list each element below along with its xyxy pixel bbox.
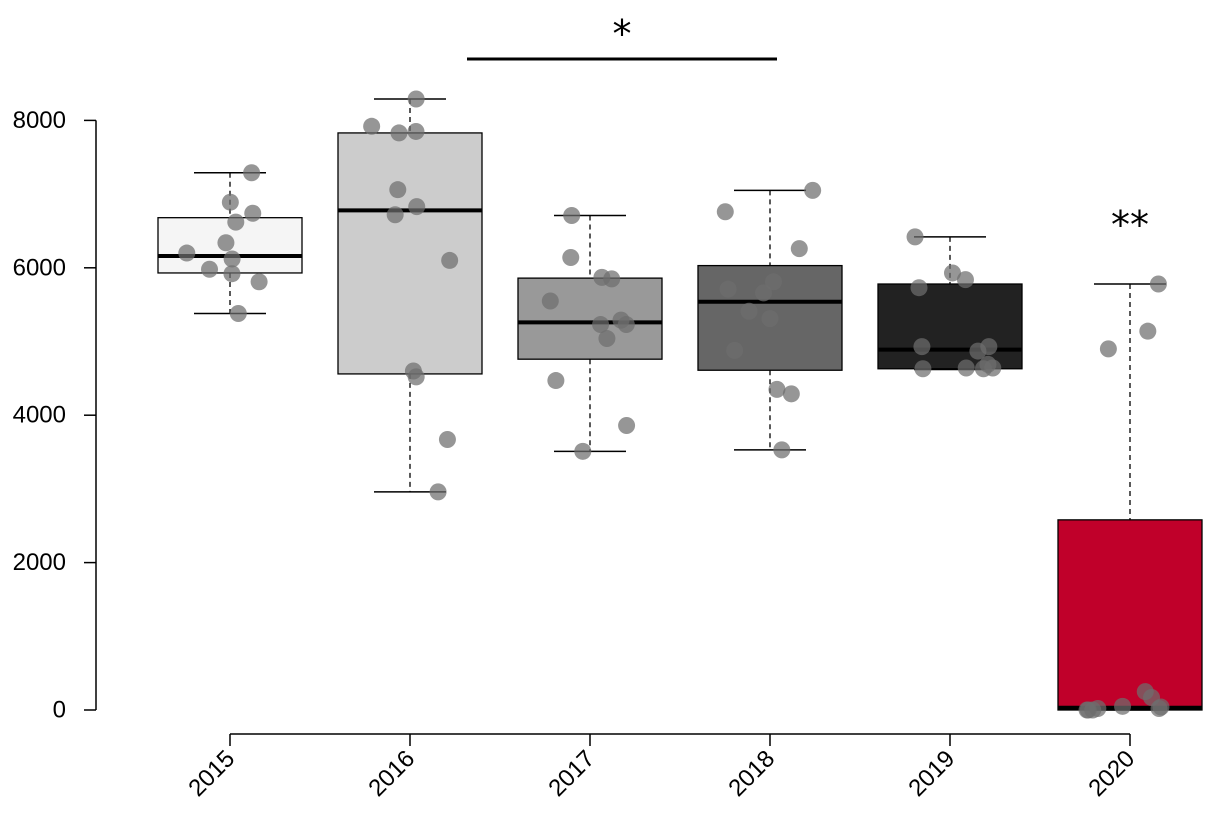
data-point bbox=[1149, 275, 1167, 293]
y-axis: 0 2000 4000 6000 8000 bbox=[13, 107, 97, 724]
data-point bbox=[726, 341, 744, 359]
box-2020 bbox=[1057, 283, 1203, 711]
data-point bbox=[389, 181, 407, 199]
data-point bbox=[562, 248, 580, 266]
data-point bbox=[201, 260, 219, 278]
data-point bbox=[764, 273, 782, 291]
data-point bbox=[782, 385, 800, 403]
data-point bbox=[227, 213, 245, 231]
x-tick-label: 2015 bbox=[183, 745, 240, 802]
data-point bbox=[716, 203, 734, 221]
data-point bbox=[1114, 697, 1132, 715]
data-point bbox=[541, 292, 559, 310]
data-point bbox=[408, 198, 426, 216]
data-point bbox=[429, 483, 447, 501]
data-point bbox=[223, 265, 241, 283]
data-point bbox=[1089, 700, 1107, 718]
data-point bbox=[243, 164, 261, 182]
data-point bbox=[250, 273, 268, 291]
data-point bbox=[755, 284, 773, 302]
data-point bbox=[223, 250, 241, 268]
data-point bbox=[612, 311, 630, 329]
data-point bbox=[386, 206, 404, 224]
x-tick-label: 2020 bbox=[1083, 745, 1140, 802]
y-tick-label: 2000 bbox=[13, 549, 66, 576]
data-point bbox=[407, 90, 425, 108]
data-point bbox=[1139, 322, 1157, 340]
data-point bbox=[547, 372, 565, 390]
data-point bbox=[244, 204, 262, 222]
iqr-box bbox=[337, 132, 483, 375]
data-point bbox=[574, 442, 592, 460]
data-point bbox=[790, 240, 808, 258]
significance-star: * bbox=[613, 12, 632, 56]
y-tick-label: 8000 bbox=[13, 107, 66, 134]
data-point bbox=[914, 360, 932, 378]
box-2019 bbox=[877, 236, 1023, 371]
data-point bbox=[913, 338, 931, 356]
data-point bbox=[910, 279, 928, 297]
x-tick-label: 2016 bbox=[363, 745, 420, 802]
data-point bbox=[441, 251, 459, 269]
iqr-box bbox=[517, 277, 663, 360]
data-point bbox=[956, 271, 974, 289]
x-tick-label: 2019 bbox=[903, 745, 960, 802]
y-tick-label: 0 bbox=[53, 697, 66, 724]
data-point bbox=[719, 280, 737, 298]
x-axis: 2015 2016 2017 2018 2019 2020 bbox=[183, 733, 1140, 802]
box-2017 bbox=[517, 214, 663, 453]
iqr-box bbox=[1057, 519, 1203, 711]
box-groups bbox=[157, 98, 1203, 711]
data-point bbox=[980, 338, 998, 356]
data-point bbox=[598, 330, 616, 348]
y-tick-label: 4000 bbox=[13, 402, 66, 429]
data-point bbox=[592, 316, 610, 334]
data-point bbox=[906, 228, 924, 246]
data-point bbox=[563, 206, 581, 224]
data-point bbox=[979, 355, 997, 373]
data-point bbox=[943, 264, 961, 282]
data-point bbox=[221, 193, 239, 211]
data-point bbox=[178, 244, 196, 262]
x-tick-label: 2018 bbox=[723, 745, 780, 802]
y-tick-label: 6000 bbox=[13, 254, 66, 281]
data-point bbox=[407, 368, 425, 386]
box-2016 bbox=[337, 98, 483, 493]
data-point bbox=[438, 431, 456, 449]
data-point bbox=[593, 268, 611, 286]
iqr-box bbox=[877, 283, 1023, 370]
significance-annotations: *** bbox=[467, 12, 1149, 247]
data-point bbox=[804, 181, 822, 199]
data-points bbox=[178, 90, 1170, 719]
data-point bbox=[761, 310, 779, 328]
x-tick-label: 2017 bbox=[543, 745, 600, 802]
significance-star-2020: ** bbox=[1111, 203, 1149, 247]
data-point bbox=[740, 302, 758, 320]
data-point bbox=[407, 122, 425, 140]
data-point bbox=[217, 234, 235, 252]
data-point bbox=[390, 124, 408, 142]
data-point bbox=[618, 417, 636, 435]
data-point bbox=[957, 359, 975, 377]
data-point bbox=[768, 380, 786, 398]
data-point bbox=[1152, 698, 1170, 716]
data-point bbox=[773, 441, 791, 459]
data-point bbox=[363, 117, 381, 135]
data-point bbox=[1099, 340, 1117, 358]
data-point bbox=[229, 304, 247, 322]
